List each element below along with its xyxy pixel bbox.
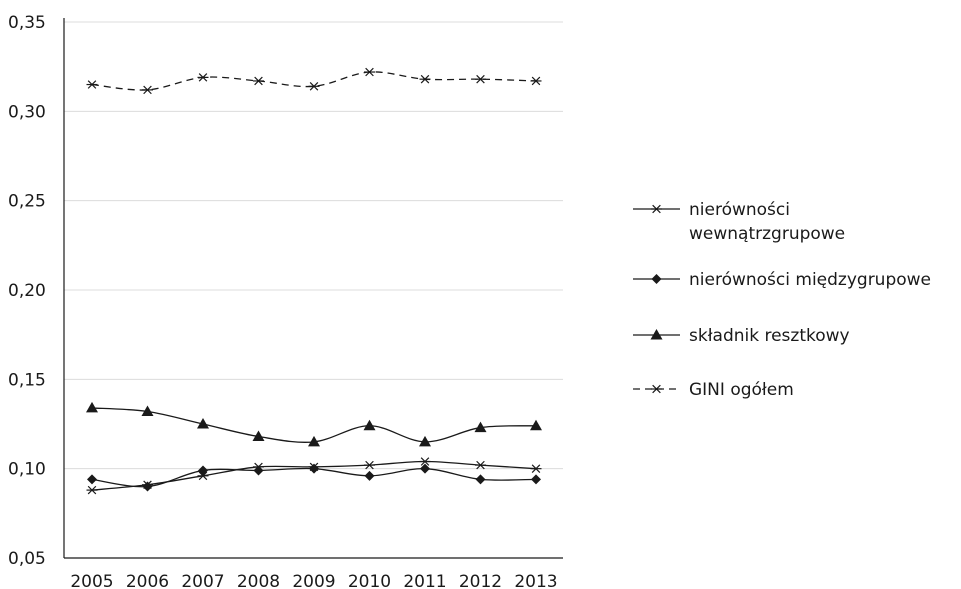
data-point	[419, 74, 431, 84]
x-tick-label: 2005	[70, 572, 113, 589]
y-tick-label: 0,10	[8, 460, 46, 480]
x-tick-label: 2006	[126, 572, 169, 589]
data-point	[364, 67, 375, 77]
data-point	[475, 474, 486, 485]
y-tick-label: 0,25	[8, 192, 46, 212]
legend-marker	[651, 384, 662, 394]
y-tick-label: 0,30	[8, 102, 46, 122]
data-point	[475, 460, 486, 470]
legend: nierówności wewnątrzgrupowe nierówności mi…	[633, 200, 931, 400]
x-tick-label: 2012	[459, 572, 502, 589]
data-point	[474, 421, 487, 433]
data-point	[252, 430, 265, 442]
data-point	[364, 470, 375, 481]
data-point	[197, 471, 209, 481]
legend-marker	[651, 204, 662, 214]
legend-label: GINI ogółem	[689, 380, 794, 400]
data-point	[141, 405, 154, 416]
y-tick-label: 0,20	[8, 281, 46, 301]
y-tick-labels: 0,05 0,10 0,15 0,20 0,25 0,30 0,35	[8, 13, 46, 569]
data-point	[197, 418, 209, 429]
legend-label: wewnątrzgrupowe	[689, 224, 845, 244]
data-point	[419, 457, 431, 466]
series-group	[86, 67, 542, 495]
data-point	[86, 80, 98, 89]
x-tick-label: 2013	[514, 572, 557, 589]
legend-label: nierówności	[689, 200, 790, 220]
series-1	[86, 457, 542, 495]
data-point	[197, 73, 209, 82]
data-point	[253, 465, 264, 476]
series-4	[86, 67, 542, 95]
legend-marker	[650, 329, 663, 340]
data-point	[309, 463, 319, 474]
y-tick-label: 0,05	[8, 549, 46, 569]
x-tick-label: 2009	[292, 572, 335, 589]
legend-marker	[651, 274, 662, 284]
data-point	[198, 465, 208, 476]
x-tick-label: 2010	[348, 572, 391, 589]
legend-label: nierówności międzygrupowe	[689, 270, 931, 290]
legend-item-1: nierówności wewnątrzgrupowe	[633, 200, 845, 244]
data-point	[475, 74, 486, 84]
gridlines	[64, 21, 563, 470]
legend-item-4: GINI ogółem	[633, 380, 794, 400]
series-line	[91, 71, 537, 91]
data-point	[530, 76, 542, 86]
legend-item-3: składnik resztkowy	[633, 326, 850, 346]
data-point	[363, 419, 376, 431]
data-point	[86, 485, 98, 495]
series-2	[87, 463, 541, 492]
data-point	[419, 435, 431, 447]
data-point	[530, 464, 542, 473]
data-point	[86, 401, 98, 413]
data-point	[87, 474, 97, 485]
data-point	[253, 76, 264, 86]
x-tick-label: 2007	[181, 572, 224, 589]
data-point	[142, 481, 153, 492]
data-point	[308, 82, 320, 91]
legend-item-2: nierówności międzygrupowe	[633, 270, 931, 290]
y-tick-label: 0,35	[8, 13, 46, 33]
y-tick-label: 0,15	[8, 370, 46, 390]
series-3	[86, 401, 542, 447]
data-point	[530, 419, 542, 431]
legend-label: składnik resztkowy	[689, 326, 850, 346]
x-tick-labels: 2005 2006 2007 2008 2009 2010 2011 2012 2013	[70, 572, 557, 589]
x-tick-label: 2011	[403, 572, 446, 589]
data-point	[531, 474, 541, 485]
axes	[63, 18, 563, 559]
data-point	[308, 435, 320, 447]
data-point	[142, 85, 153, 95]
x-tick-label: 2008	[237, 572, 280, 589]
data-point	[420, 463, 430, 474]
data-point	[364, 460, 375, 470]
